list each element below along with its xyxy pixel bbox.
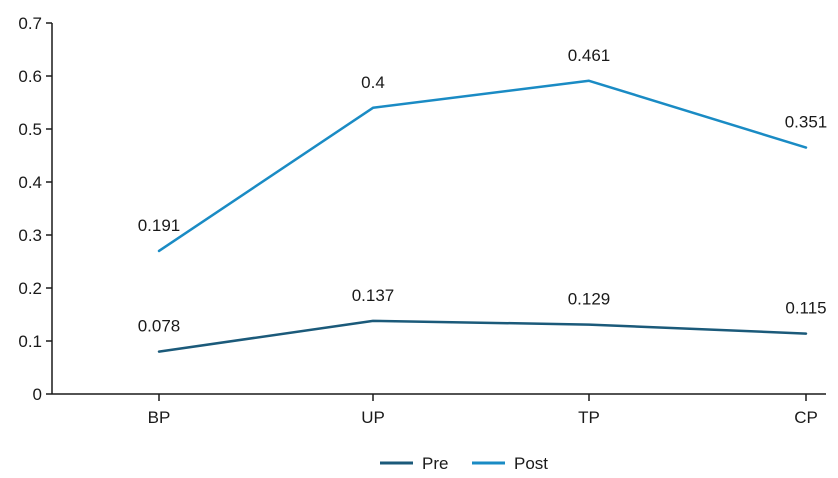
- y-tick-label: 0.4: [18, 173, 42, 192]
- data-label-post: 0.351: [785, 113, 828, 132]
- legend: Pre Post: [380, 454, 548, 473]
- y-tick-label: 0: [33, 385, 42, 404]
- x-tick-label: BP: [148, 408, 171, 427]
- data-labels: 0.078 0.137 0.129 0.115 0.191 0.4 0.461 0.351: [138, 46, 828, 336]
- data-label-post: 0.191: [138, 216, 181, 235]
- data-label-pre: 0.078: [138, 317, 181, 336]
- y-tick-label: 0.3: [18, 226, 42, 245]
- series-lines: [157, 79, 808, 353]
- x-tick-label: UP: [361, 408, 385, 427]
- data-label-pre: 0.129: [568, 290, 611, 309]
- legend-label-pre: Pre: [422, 454, 448, 473]
- x-tick-label: CP: [794, 408, 818, 427]
- data-label-post: 0.461: [568, 46, 611, 65]
- data-label-post: 0.4: [361, 73, 385, 92]
- y-tick-label: 0.5: [18, 120, 42, 139]
- y-tick-label: 0.7: [18, 14, 42, 33]
- x-tick-label: TP: [578, 408, 600, 427]
- y-tick-label: 0.6: [18, 67, 42, 86]
- axes: [51, 23, 826, 395]
- y-tick-label: 0.2: [18, 279, 42, 298]
- y-tick-label: 0.1: [18, 332, 42, 351]
- y-axis-ticks: 0 0.1 0.2 0.3 0.4 0.5 0.6 0.7: [18, 14, 52, 404]
- series-line-pre: [157, 319, 808, 353]
- x-axis-ticks: BP UP TP CP: [148, 394, 818, 427]
- legend-label-post: Post: [514, 454, 548, 473]
- series-line-post: [157, 79, 808, 253]
- data-label-pre: 0.115: [785, 299, 826, 318]
- data-label-pre: 0.137: [352, 286, 395, 305]
